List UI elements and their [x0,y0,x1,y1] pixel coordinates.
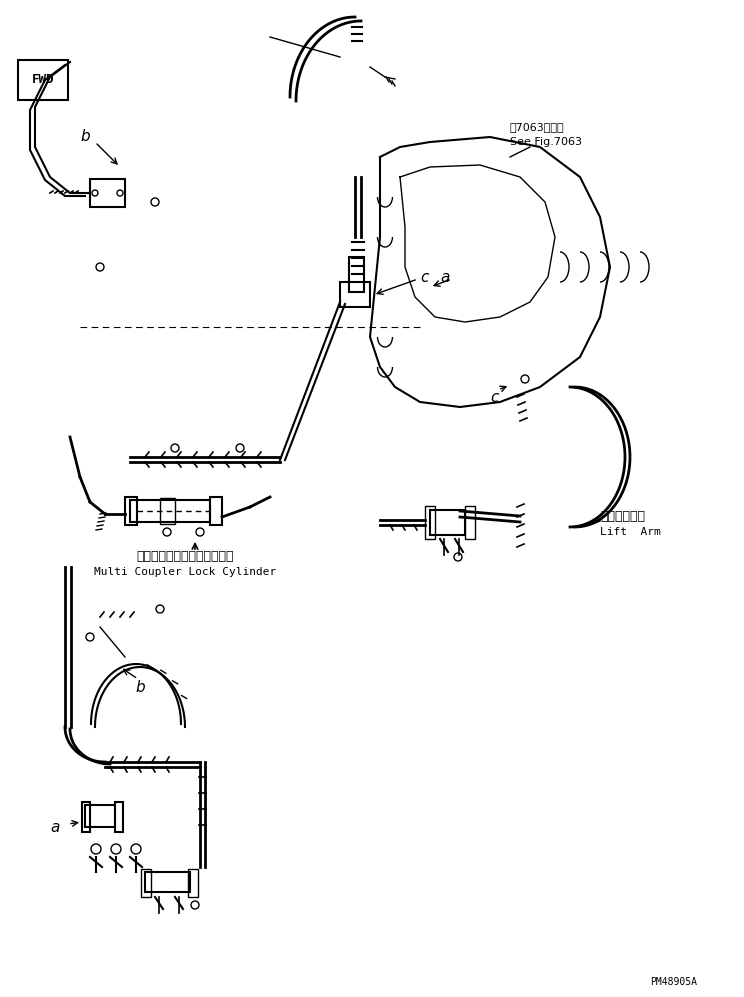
Bar [130,500,210,522]
Text: b: b [135,680,144,695]
Bar [145,872,190,892]
Text: マルチカプラロックシリンダ: マルチカプラロックシリンダ [136,550,234,563]
Text: c: c [490,390,498,405]
Bar [141,869,151,897]
Text: a: a [50,820,60,834]
Bar [90,179,125,207]
Bar [188,869,198,897]
Text: リフトアーム: リフトアーム [600,510,645,523]
Bar [210,497,222,525]
Text: See Fig.7063: See Fig.7063 [510,137,582,147]
Text: Multi Coupler Lock Cylinder: Multi Coupler Lock Cylinder [94,567,276,577]
Text: FWD: FWD [32,74,54,87]
Bar [160,498,175,524]
Text: b: b [80,130,89,145]
Bar [115,802,123,832]
Bar [340,282,370,307]
Bar [349,257,364,292]
Bar [18,60,68,100]
Bar [125,497,137,525]
Bar [430,510,465,535]
Bar [82,802,90,832]
Text: 第7063図参照: 第7063図参照 [510,122,565,132]
Text: a: a [440,269,449,284]
Text: Lift  Arm: Lift Arm [600,527,661,537]
Bar [425,506,435,539]
Bar [465,506,475,539]
Text: PM48905A: PM48905A [650,977,697,987]
Text: c: c [420,269,429,284]
Bar [85,805,115,827]
